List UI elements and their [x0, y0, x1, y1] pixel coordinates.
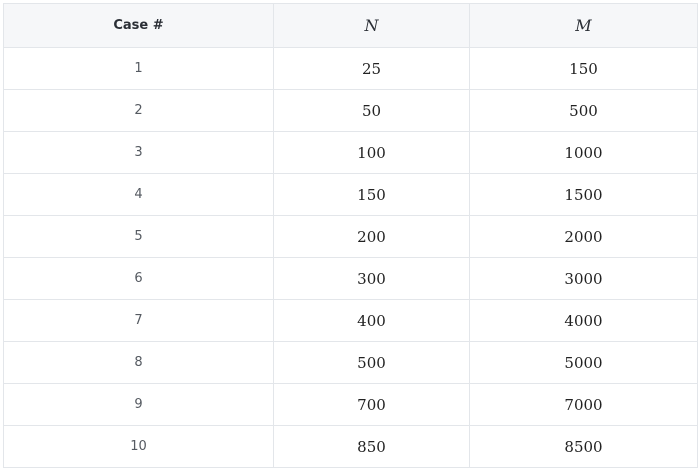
n-value-cell: 25	[273, 47, 470, 90]
table-row: 1 25 150	[3, 47, 698, 90]
case-number-cell: 5	[3, 215, 274, 258]
header-row: Case # N M	[3, 3, 698, 48]
m-value-cell: 150	[469, 47, 698, 90]
case-number-cell: 10	[3, 425, 274, 468]
table-row: 7 400 4000	[3, 299, 698, 342]
table-body: 1 25 150 2 50 500 3 100 1000 4 150 1500 5 200 2000 6 300…	[3, 47, 698, 468]
case-number-cell: 2	[3, 89, 274, 132]
m-value-cell: 4000	[469, 299, 698, 342]
n-value-cell: 100	[273, 131, 470, 174]
m-value-cell: 500	[469, 89, 698, 132]
header-m: M	[469, 3, 698, 48]
table-row: 3 100 1000	[3, 131, 698, 174]
table-header: Case # N M	[3, 3, 698, 48]
m-value-cell: 2000	[469, 215, 698, 258]
m-value-cell: 3000	[469, 257, 698, 300]
m-value-cell: 7000	[469, 383, 698, 426]
m-value-cell: 5000	[469, 341, 698, 384]
table-row: 9 700 7000	[3, 383, 698, 426]
n-value-cell: 150	[273, 173, 470, 216]
header-case-number: Case #	[3, 3, 274, 48]
n-value-cell: 500	[273, 341, 470, 384]
n-value-cell: 700	[273, 383, 470, 426]
m-value-cell: 1500	[469, 173, 698, 216]
table-row: 2 50 500	[3, 89, 698, 132]
header-n: N	[273, 3, 470, 48]
test-cases-table-container: Case # N M 1 25 150 2 50 500 3 100 1000 4 150 1500 5…	[3, 3, 698, 468]
n-value-cell: 400	[273, 299, 470, 342]
case-number-cell: 1	[3, 47, 274, 90]
m-value-cell: 8500	[469, 425, 698, 468]
case-number-cell: 7	[3, 299, 274, 342]
table-row: 10 850 8500	[3, 425, 698, 468]
m-value-cell: 1000	[469, 131, 698, 174]
table-row: 4 150 1500	[3, 173, 698, 216]
case-number-cell: 8	[3, 341, 274, 384]
table-row: 5 200 2000	[3, 215, 698, 258]
table-row: 6 300 3000	[3, 257, 698, 300]
n-value-cell: 300	[273, 257, 470, 300]
n-value-cell: 200	[273, 215, 470, 258]
test-cases-table: Case # N M 1 25 150 2 50 500 3 100 1000 4 150 1500 5…	[3, 3, 698, 468]
case-number-cell: 3	[3, 131, 274, 174]
case-number-cell: 9	[3, 383, 274, 426]
n-value-cell: 850	[273, 425, 470, 468]
table-row: 8 500 5000	[3, 341, 698, 384]
case-number-cell: 6	[3, 257, 274, 300]
case-number-cell: 4	[3, 173, 274, 216]
n-value-cell: 50	[273, 89, 470, 132]
